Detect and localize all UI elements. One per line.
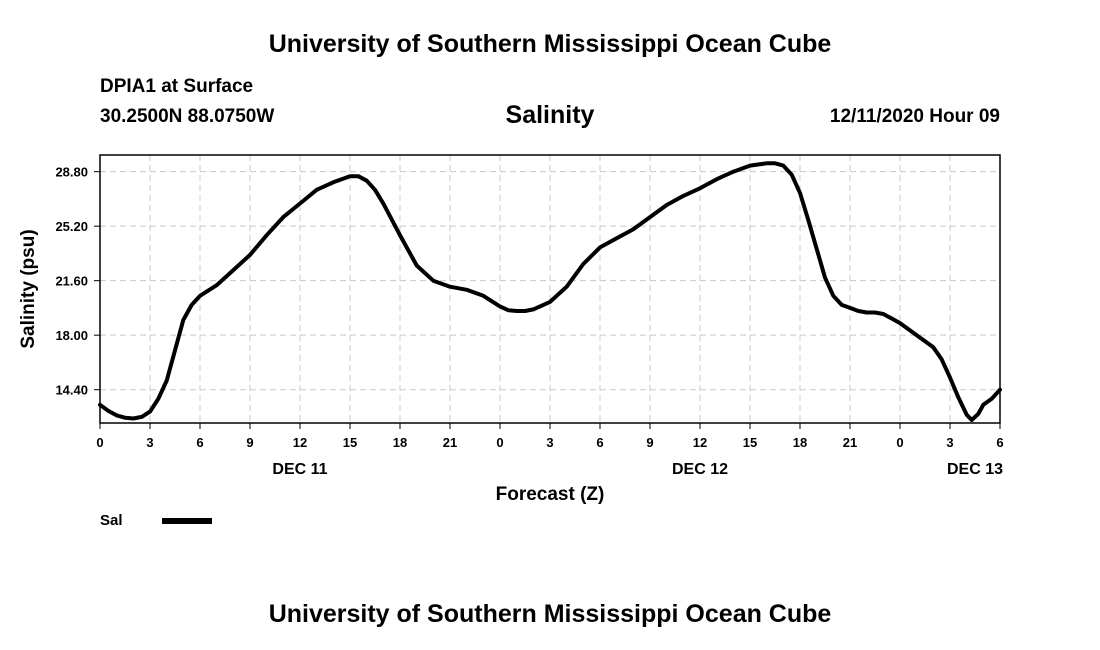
x-tick-label: 12 <box>293 435 307 450</box>
y-axis-title: Salinity (psu) <box>18 229 39 348</box>
x-tick-label: 18 <box>793 435 807 450</box>
y-tick-label: 28.80 <box>55 165 88 180</box>
x-axis: 0 3 6 9 12 15 18 21 0 3 6 9 12 15 18 21 0 3 6 <box>96 423 1004 450</box>
coordinates-label: 30.2500N 88.0750W <box>100 106 275 127</box>
x-tick-label: 18 <box>393 435 407 450</box>
y-tick-label: 25.20 <box>55 219 88 234</box>
y-tick-label: 21.60 <box>55 274 88 289</box>
y-tick-label: 14.40 <box>55 383 88 398</box>
x-tick-label: 6 <box>996 435 1003 450</box>
timestamp-label: 12/11/2020 Hour 09 <box>829 106 1000 127</box>
x-tick-label: 0 <box>96 435 103 450</box>
y-axis: 14.40 18.00 21.60 25.20 28.80 <box>55 165 100 398</box>
x-tick-label: 15 <box>343 435 357 450</box>
x-axis-title: Forecast (Z) <box>496 484 605 505</box>
x-tick-label: 6 <box>196 435 203 450</box>
day-label: DEC 12 <box>672 461 728 478</box>
x-tick-label: 12 <box>693 435 707 450</box>
x-tick-label: 3 <box>946 435 953 450</box>
x-tick-label: 6 <box>596 435 603 450</box>
x-tick-label: 15 <box>743 435 757 450</box>
x-tick-label: 9 <box>646 435 653 450</box>
legend: Sal <box>100 512 212 529</box>
y-tick-label: 18.00 <box>55 328 88 343</box>
x-tick-label: 21 <box>443 435 457 450</box>
x-tick-label: 21 <box>843 435 857 450</box>
footer-title: University of Southern Mississippi Ocean… <box>268 600 832 628</box>
station-label: DPIA1 at Surface <box>100 76 254 97</box>
day-label: DEC 13 <box>947 461 1003 478</box>
chart-title: Salinity <box>505 101 595 129</box>
legend-label: Sal <box>100 512 123 529</box>
x-tick-label: 0 <box>896 435 903 450</box>
main-title: University of Southern Mississippi Ocean… <box>268 30 832 58</box>
x-tick-label: 3 <box>546 435 553 450</box>
x-tick-label: 9 <box>246 435 253 450</box>
day-label: DEC 11 <box>272 461 327 478</box>
x-tick-label: 3 <box>146 435 153 450</box>
day-labels: DEC 11 DEC 12 DEC 13 <box>272 461 1003 478</box>
series-layer <box>98 161 1002 422</box>
grid-layer <box>100 155 1000 423</box>
series-line-sal <box>98 161 1002 422</box>
x-tick-label: 0 <box>496 435 503 450</box>
